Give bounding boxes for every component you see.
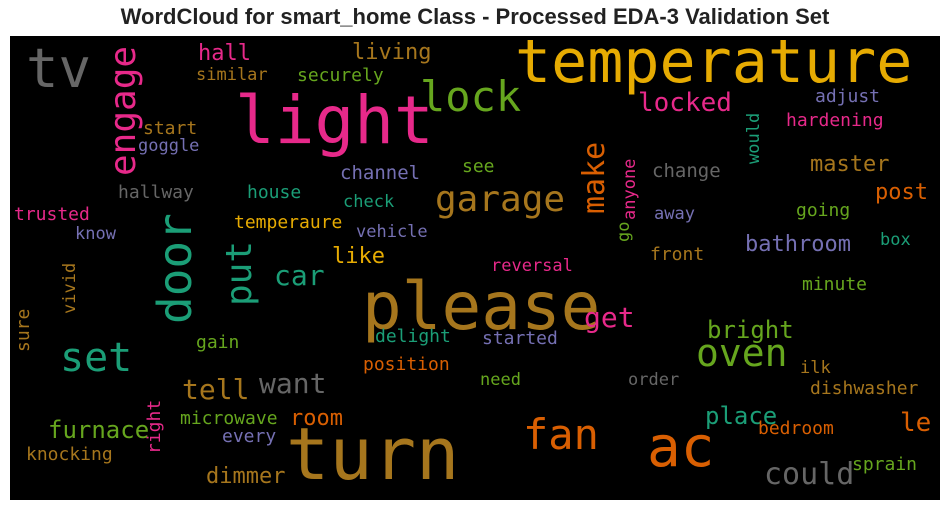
word-adjust: adjust [815, 88, 880, 106]
word-car: car [274, 262, 325, 290]
word-like: like [332, 246, 385, 268]
word-dimmer: dimmer [206, 466, 285, 488]
word-every: every [222, 428, 276, 446]
word-hallway: hallway [118, 184, 194, 202]
word-going: going [796, 202, 850, 220]
word-tell: tell [182, 376, 249, 404]
chart-title: WordCloud for smart_home Class - Process… [0, 4, 950, 30]
word-change: change [652, 162, 721, 181]
word-ilk: ilk [800, 360, 831, 377]
word-trusted: trusted [14, 206, 90, 224]
word-channel: channel [340, 164, 420, 183]
word-ac: ac [647, 420, 714, 476]
word-position: position [363, 356, 450, 374]
word-away: away [654, 206, 695, 223]
word-make: make [580, 142, 610, 214]
word-vivid: vivid [62, 263, 79, 314]
word-reversal: reversal [491, 258, 573, 275]
word-box: box [880, 232, 911, 249]
word-tv: tv [26, 42, 91, 96]
word-see: see [462, 158, 495, 176]
word-house: house [247, 184, 301, 202]
word-temperaure: temperaure [234, 214, 342, 232]
word-garage: garage [435, 182, 565, 218]
wordcloud-canvas: temperature light tv lock hall living se… [10, 36, 940, 500]
word-right: right [146, 400, 164, 454]
word-check: check [343, 194, 394, 211]
word-similar: similar [196, 67, 268, 84]
word-sprain: sprain [852, 456, 917, 474]
word-locked: locked [638, 90, 732, 116]
word-furnace: furnace [48, 418, 149, 442]
word-le: le [900, 410, 931, 436]
word-gain: gain [196, 334, 239, 352]
word-know: know [75, 226, 116, 243]
word-sure: sure [15, 309, 33, 352]
word-want: want [259, 370, 326, 398]
word-hall: hall [198, 43, 251, 65]
word-could: could [764, 460, 854, 490]
word-living: living [352, 42, 431, 64]
word-engage: goggle [138, 138, 199, 155]
word-knocking: knocking [26, 446, 113, 464]
word-hardening: hardening [786, 112, 884, 130]
word-light: light [235, 88, 434, 154]
word-bathroom: bathroom [745, 234, 851, 256]
word-go: go [616, 222, 633, 242]
word-started: started [482, 330, 558, 348]
word-temperature: temperature [515, 36, 912, 92]
word-turn: turn [286, 418, 459, 490]
word-oven: oven [696, 334, 788, 372]
word-set: set [60, 338, 132, 378]
word-vehicle: vehicle [356, 224, 428, 241]
word-minute: minute [802, 276, 867, 294]
word-door: door [152, 213, 198, 324]
word-would: would [746, 113, 763, 164]
word-bedroom: bedroom [758, 420, 834, 438]
word-get: get [584, 304, 635, 332]
word-fan: fan [523, 414, 599, 456]
word-put: put [222, 241, 258, 306]
word-securely: securely [297, 67, 384, 85]
word-order: order [628, 372, 679, 389]
word-dishwasher: dishwasher [810, 380, 918, 398]
word-anyone: anyone [622, 159, 639, 220]
word-post: post [875, 182, 928, 204]
word-lock: lock [420, 76, 521, 118]
word-delight: delight [375, 328, 451, 346]
word-front: front [650, 246, 704, 264]
word-need: need [480, 372, 521, 389]
word-master: master [810, 154, 889, 176]
word-start: engage [106, 46, 142, 176]
